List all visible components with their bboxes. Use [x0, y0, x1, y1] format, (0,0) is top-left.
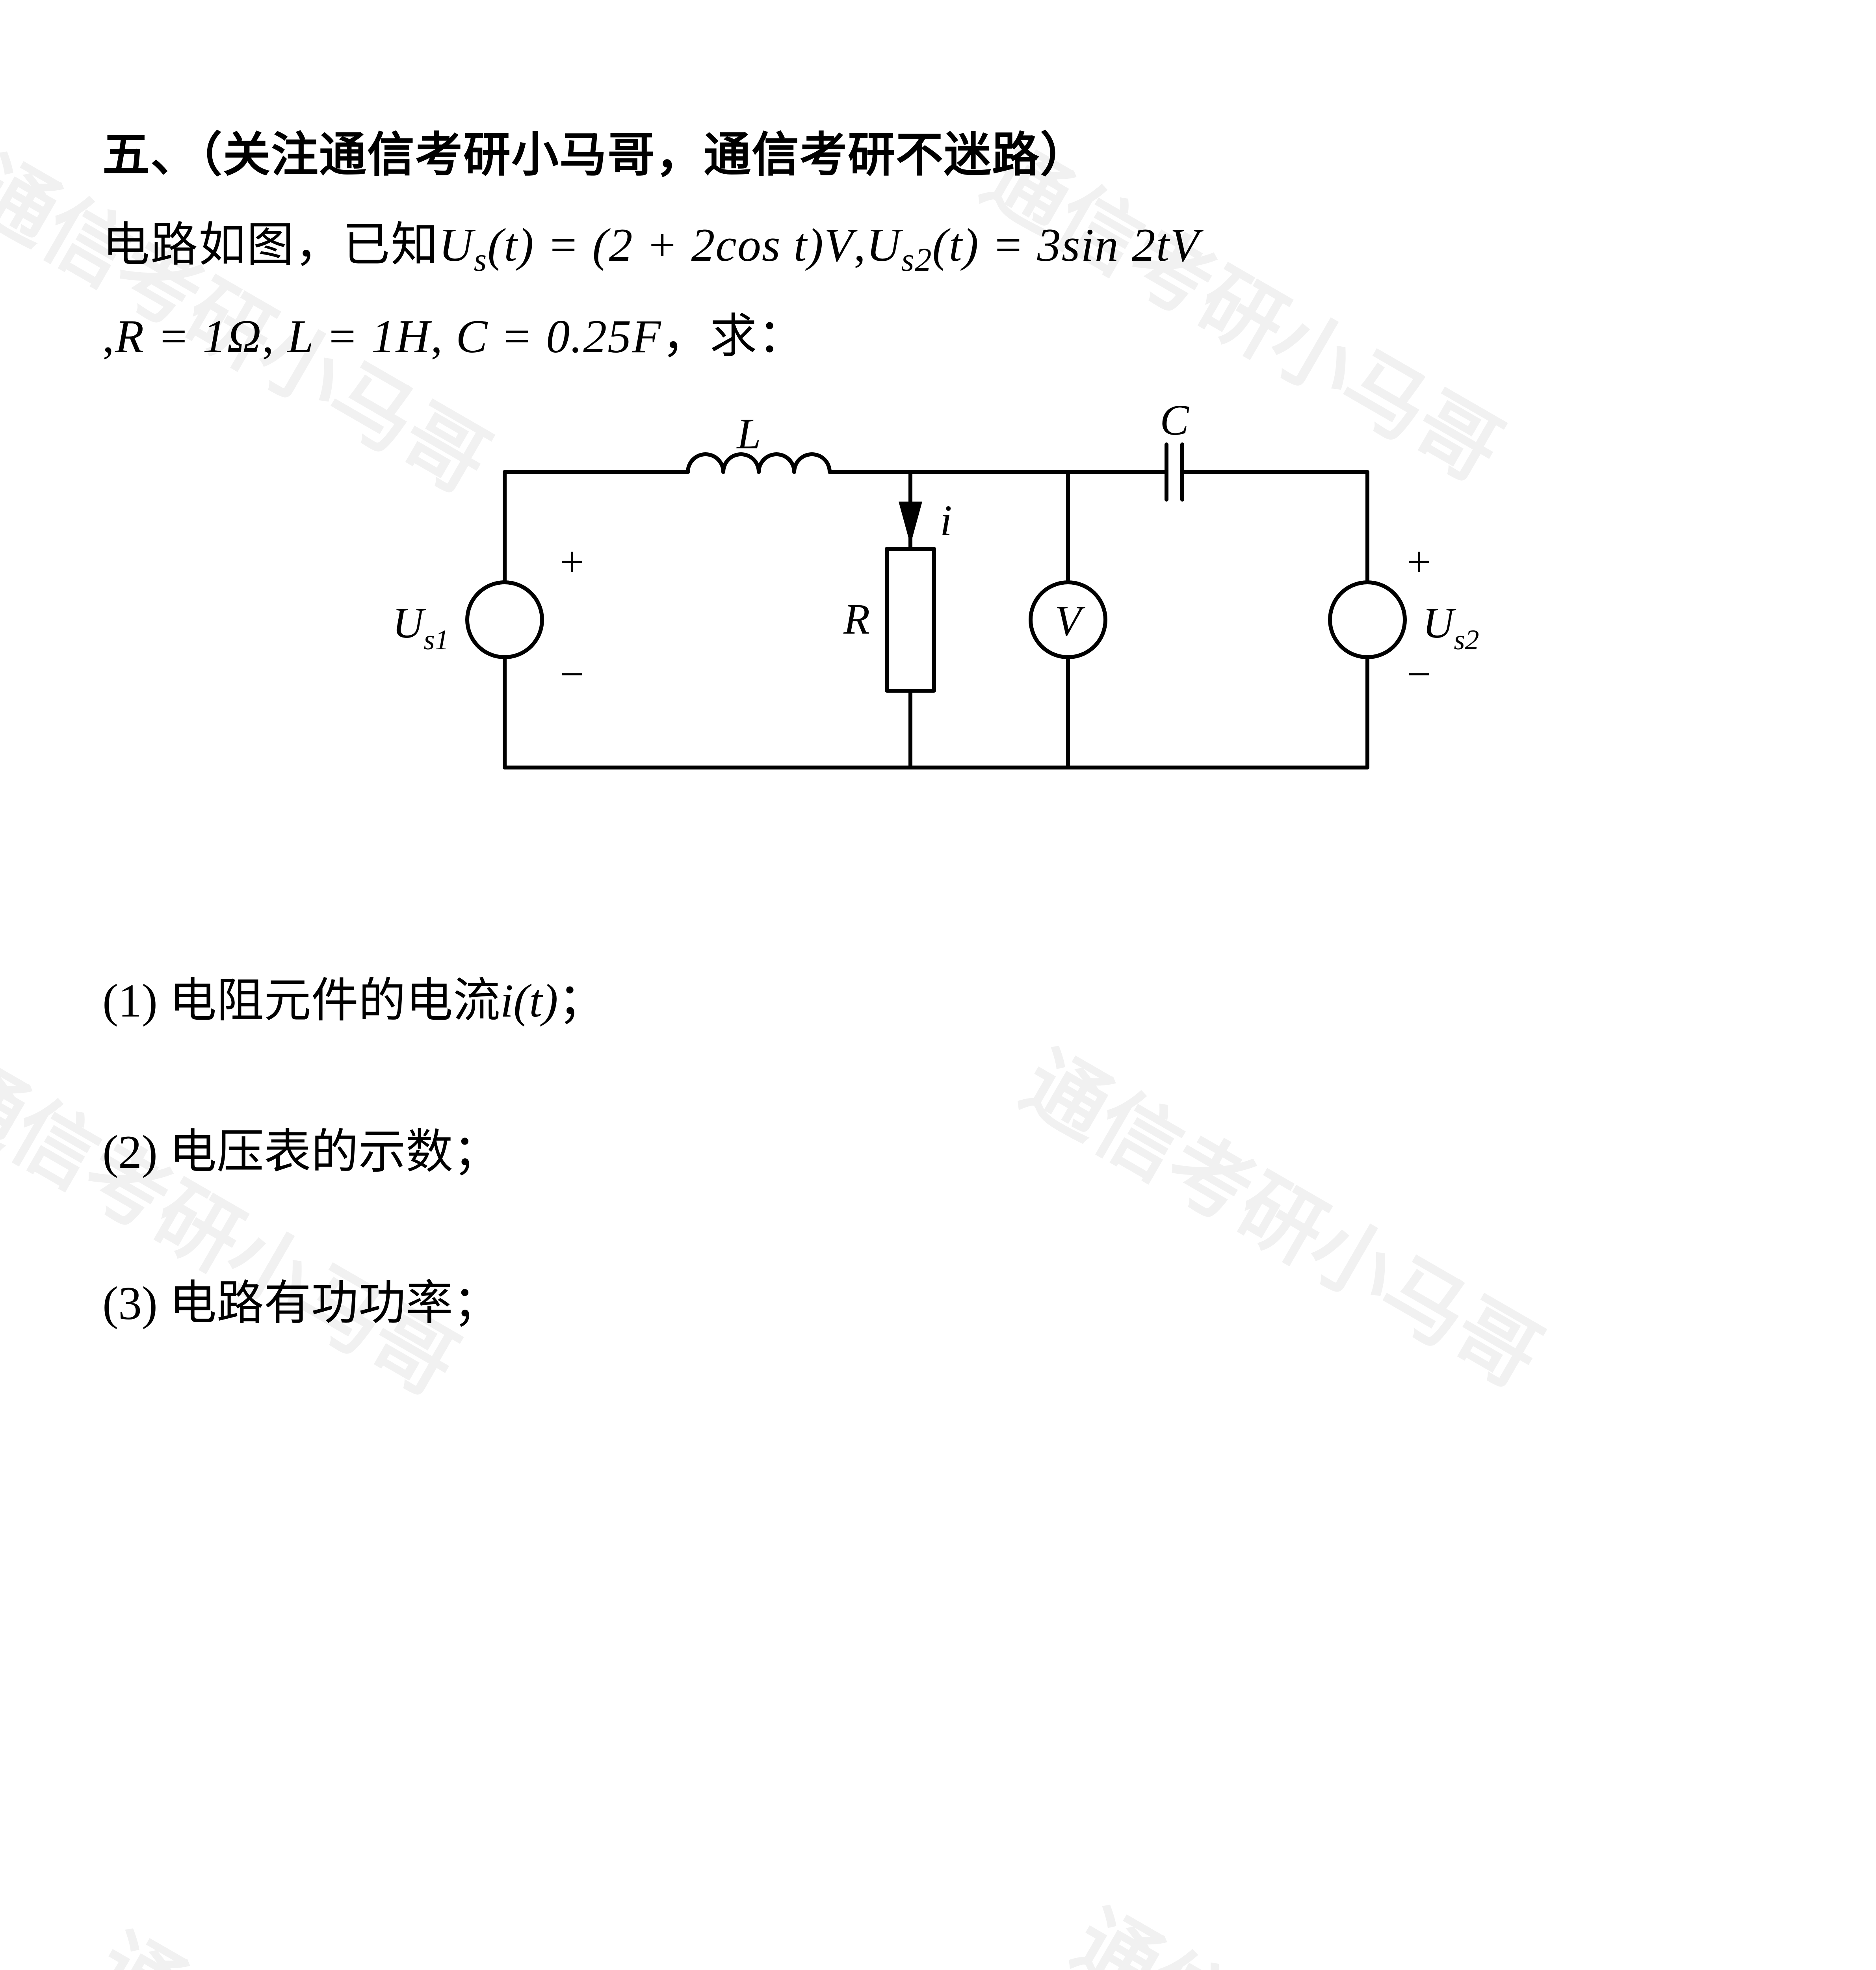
math-Us: Us(t) = (2 + 2cos t)V [439, 219, 854, 271]
label-V: V [1055, 597, 1085, 645]
problem-line-2: ,R = 1Ω, L = 1H, C = 0.25F，求： [102, 292, 1774, 381]
circuit-svg: L C i R V + − Us1 + − Us2 [367, 405, 1509, 838]
question-list: (1) 电阻元件的电流i(t)； (2) 电压表的示数； (3) 电路有功功率； [102, 925, 1774, 1379]
resistor [887, 549, 934, 691]
problem-line-1: 电路如图，已知Us(t) = (2 + 2cos t)V,Us2(t) = 3s… [102, 200, 1774, 292]
heading-paren: （关注通信考研小马哥，通信考研不迷路） [199, 129, 1088, 181]
q1-post: ； [558, 974, 606, 1027]
question-1: (1) 电阻元件的电流i(t)； [102, 925, 1774, 1076]
plus-icon: + [560, 538, 584, 586]
source-left [467, 582, 542, 657]
math-C: C = 0.25F [456, 310, 661, 362]
label-Us2: Us2 [1423, 599, 1479, 656]
q1-pre: (1) 电阻元件的电流 [102, 974, 500, 1027]
watermark: 通信考研小马哥 [79, 1899, 640, 1970]
tail: ，求： [662, 310, 806, 362]
label-i: i [940, 496, 952, 545]
q1-var: i(t) [500, 974, 558, 1027]
page: 通信考研小马哥 通信考研小马哥 通信考研小马哥 通信考研小马哥 通信考研小马哥 … [0, 0, 1876, 1970]
math-Us2: Us2(t) = 3sin 2tV [866, 219, 1200, 271]
heading: 五、（关注通信考研小马哥，通信考研不迷路） [102, 110, 1774, 200]
question-2: (2) 电压表的示数； [102, 1076, 1774, 1228]
label-C: C [1160, 405, 1189, 444]
label-R: R [843, 595, 870, 643]
sep: , [262, 310, 287, 362]
plus-icon: + [1407, 538, 1431, 586]
math-R: R = 1Ω [115, 310, 262, 362]
minus-icon: − [1407, 650, 1431, 698]
text: 电路如图，已知 [102, 219, 439, 271]
label-L: L [736, 410, 761, 458]
question-3: (3) 电路有功功率； [102, 1228, 1774, 1379]
watermark: 通信考研小马哥 [1056, 1876, 1617, 1970]
math-L: L = 1H [287, 310, 431, 362]
num: 五、 [102, 129, 199, 181]
comma: , [854, 219, 866, 271]
comma: , [102, 310, 115, 362]
circuit-figure: L C i R V + − Us1 + − Us2 [102, 405, 1774, 838]
minus-icon: − [560, 650, 584, 698]
sep: , [431, 310, 456, 362]
arrow-icon [899, 502, 922, 545]
label-Us1: Us1 [392, 599, 449, 656]
source-right [1330, 582, 1405, 657]
